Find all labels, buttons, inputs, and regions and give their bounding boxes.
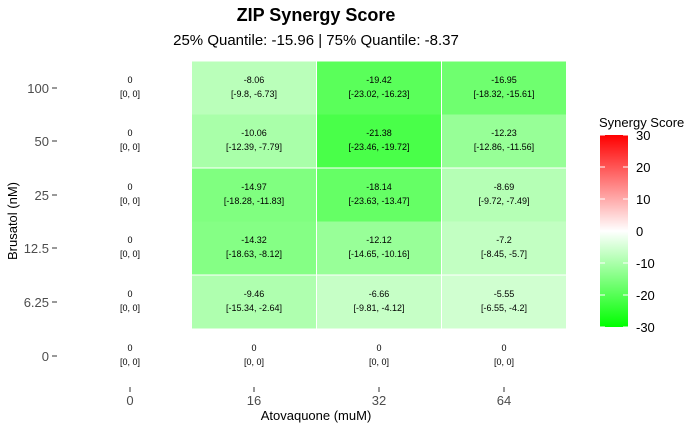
cell-value-label: 0 [251, 343, 256, 353]
cell-ci-label: [0, 0] [120, 142, 140, 152]
cell-ci-label: [-18.32, -15.61] [473, 89, 534, 99]
x-tick-label: 16 [247, 393, 261, 408]
cell-ci-label: [0, 0] [120, 196, 140, 206]
heatmap-cell [317, 275, 441, 329]
cell-value-label: -8.06 [244, 75, 265, 85]
legend-ticks: 30 20 10 0 -10 -20 -30 [600, 128, 655, 335]
heatmap-cell [317, 221, 441, 275]
cell-value-label: -8.69 [494, 182, 515, 192]
cell-value-label: -14.32 [241, 235, 267, 245]
cell-value-label: 0 [501, 343, 506, 353]
y-tick-label: 0 [42, 349, 49, 364]
x-tick-label: 0 [126, 393, 133, 408]
cell-ci-label: [-23.02, -16.23] [348, 89, 409, 99]
heatmap-cell [317, 61, 441, 115]
heatmap-cell [442, 275, 566, 329]
cell-ci-label: [-23.63, -13.47] [348, 196, 409, 206]
cell-ci-label: [-9.72, -7.49] [478, 196, 529, 206]
legend-title: Synergy Score [599, 115, 684, 130]
cell-ci-label: [0, 0] [120, 89, 140, 99]
y-axis: 0 6.25 12.5 25 50 100 [24, 81, 57, 364]
legend: Synergy Score 30 20 10 0 -10 -20 -30 [599, 115, 684, 335]
cell-value-label: -14.97 [241, 182, 267, 192]
cell-ci-label: [-9.8, -6.73] [231, 89, 277, 99]
cell-ci-label: [0, 0] [120, 357, 140, 367]
legend-tick-label: 20 [636, 160, 650, 175]
cell-value-label: -7.2 [496, 235, 512, 245]
cell-ci-label: [-6.55, -4.2] [481, 303, 527, 313]
cell-ci-label: [-14.65, -10.16] [348, 249, 409, 259]
y-axis-label: Brusatol (nM) [5, 182, 20, 260]
y-tick-label: 6.25 [24, 295, 49, 310]
cell-value-label: 0 [127, 289, 132, 299]
x-axis: 0 16 32 64 [126, 387, 511, 408]
cell-value-label: -9.46 [244, 289, 265, 299]
cell-ci-label: [0, 0] [369, 357, 389, 367]
heatmap-cell [442, 168, 566, 222]
cell-value-label: -6.66 [369, 289, 390, 299]
cell-ci-label: [-8.45, -5.7] [481, 249, 527, 259]
heatmap-cell [192, 114, 316, 168]
cell-value-label: -10.06 [241, 128, 267, 138]
cell-value-label: -18.14 [366, 182, 392, 192]
cell-value-label: 0 [127, 75, 132, 85]
legend-tick-label: 10 [636, 192, 650, 207]
cell-value-label: -5.55 [494, 289, 515, 299]
cell-value-label: -16.95 [491, 75, 517, 85]
cell-value-label: -12.23 [491, 128, 517, 138]
cell-ci-label: [-15.34, -2.64] [226, 303, 282, 313]
cell-value-label: 0 [127, 235, 132, 245]
cell-ci-label: [-18.63, -8.12] [226, 249, 282, 259]
heatmap-cell [442, 114, 566, 168]
cell-ci-label: [-12.86, -11.56] [474, 142, 534, 152]
cell-value-label: -19.42 [366, 75, 392, 85]
cell-value-label: 0 [376, 343, 381, 353]
cell-value-label: 0 [127, 182, 132, 192]
cell-ci-label: [-9.81, -4.12] [353, 303, 404, 313]
y-tick-label: 50 [35, 134, 49, 149]
x-tick-label: 32 [372, 393, 386, 408]
cell-ci-label: [0, 0] [120, 303, 140, 313]
heatmap-cell [192, 168, 316, 222]
heatmap-cell [317, 168, 441, 222]
cell-ci-label: [-18.28, -11.83] [224, 196, 284, 206]
cell-ci-label: [0, 0] [244, 357, 264, 367]
legend-tick-label: 0 [636, 224, 643, 239]
legend-tick-label: -20 [636, 288, 655, 303]
legend-tick-label: -10 [636, 256, 655, 271]
chart-title: ZIP Synergy Score [237, 5, 396, 25]
x-tick-label: 64 [497, 393, 511, 408]
cell-ci-label: [0, 0] [494, 357, 514, 367]
y-tick-label: 12.5 [24, 241, 49, 256]
legend-tick-label: 30 [636, 128, 650, 143]
heatmap-cell [442, 61, 566, 115]
cell-ci-label: [-23.46, -19.72] [348, 142, 409, 152]
x-axis-label: Atovaquone (muM) [261, 408, 372, 423]
heatmap-cell [442, 221, 566, 275]
cell-value-label: -21.38 [366, 128, 392, 138]
cell-ci-label: [-12.39, -7.79] [226, 142, 282, 152]
y-tick-label: 100 [27, 81, 49, 96]
cell-value-label: -12.12 [366, 235, 392, 245]
heatmap-cell [192, 275, 316, 329]
cell-value-label: 0 [127, 128, 132, 138]
y-tick-label: 25 [35, 188, 49, 203]
heatmap-cell [192, 221, 316, 275]
heatmap-cell [317, 114, 441, 168]
cell-ci-label: [0, 0] [120, 249, 140, 259]
chart-subtitle: 25% Quantile: -15.96 | 75% Quantile: -8.… [173, 32, 459, 49]
legend-tick-label: -30 [636, 320, 655, 335]
cell-value-label: 0 [127, 343, 132, 353]
heatmap-cells: 0 [0, 0] -8.06 [-9.8, -6.73] -19.42 [-23.02, … [120, 61, 566, 367]
heatmap-cell [192, 61, 316, 115]
